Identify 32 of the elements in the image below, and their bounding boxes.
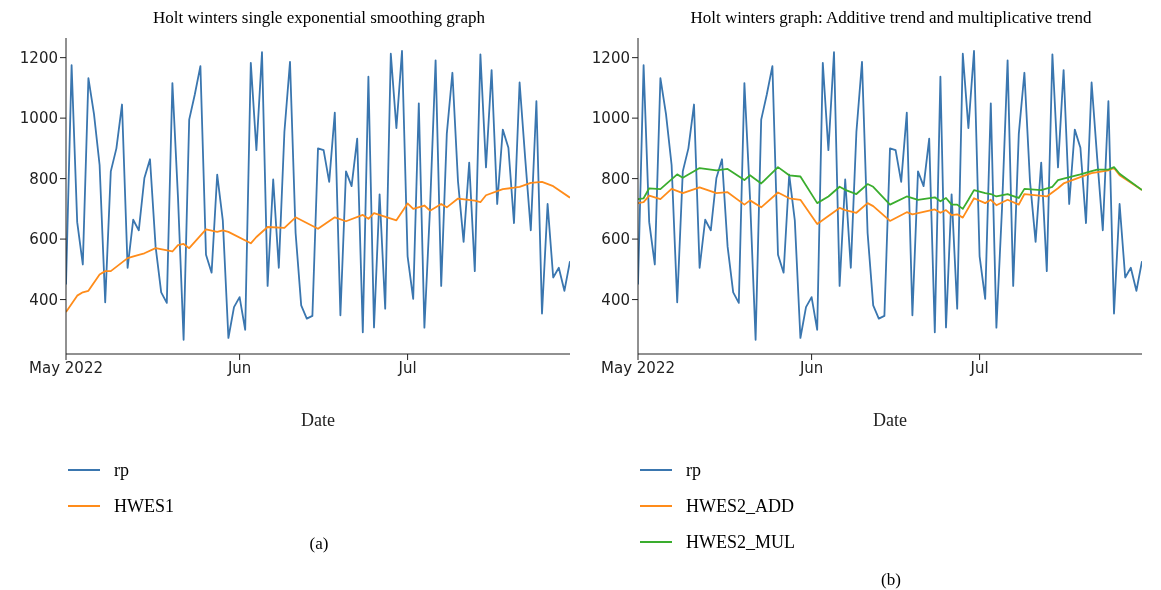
- y-tick-label: 800: [29, 169, 58, 188]
- y-tick-label: 1000: [591, 109, 630, 128]
- legend-label: HWES2_ADD: [686, 495, 794, 517]
- y-tick-label: 800: [601, 169, 630, 188]
- text: (a): [308, 534, 330, 554]
- x-tick-label: Jun: [798, 358, 824, 377]
- x-tick-label: Jul: [969, 358, 989, 377]
- legend-label: HWES2_MUL: [686, 531, 795, 553]
- legend-label: rp: [114, 459, 129, 481]
- y-tick-label: 1200: [19, 48, 58, 67]
- x-tick-label: Jul: [397, 358, 417, 377]
- legend-label: rp: [686, 459, 701, 481]
- y-tick-label: 600: [601, 230, 630, 249]
- y-tick-label: 1200: [591, 48, 630, 67]
- x-tick-label: May 2022: [29, 358, 103, 377]
- y-tick-label: 400: [601, 290, 630, 309]
- x-tick-label: Jun: [226, 358, 252, 377]
- x-axis-title: Date: [301, 410, 335, 430]
- legend-label: HWES1: [114, 495, 174, 517]
- line-series: [66, 181, 570, 313]
- y-tick-label: 1000: [19, 109, 58, 128]
- line-series: [66, 50, 570, 341]
- chart-title: Holt winters single exponential smoothing graph: [152, 8, 486, 29]
- y-tick-label: 600: [29, 230, 58, 249]
- x-axis-title: Date: [873, 410, 907, 430]
- x-tick-label: May 2022: [601, 358, 675, 377]
- line-series: [638, 50, 1142, 341]
- chart-title: Holt winters graph: Additive trend and multiplicative trend: [689, 8, 1093, 29]
- y-tick-label: 400: [29, 290, 58, 309]
- text: (b): [880, 570, 902, 590]
- line-series: [638, 167, 1142, 225]
- line-series: [638, 166, 1142, 210]
